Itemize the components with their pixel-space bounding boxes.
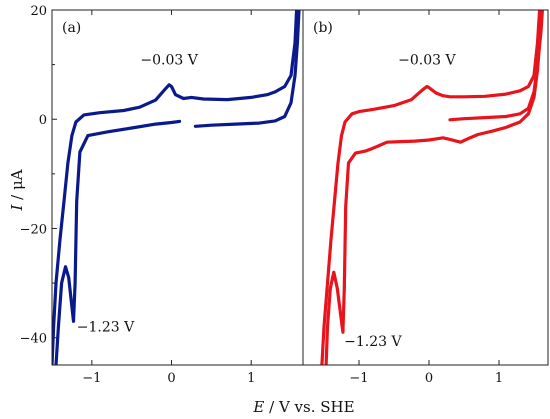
panel-label-b: (b)	[313, 20, 333, 36]
x-axis-title-variable: E	[252, 398, 264, 416]
y-tick-label: −40	[20, 332, 47, 347]
curve-group-b	[320, 10, 544, 365]
cv-curve-segment-a-0	[193, 10, 301, 128]
x-tick-label-b: 1	[495, 371, 503, 386]
y-axis-title-variable: I	[8, 204, 26, 212]
y-axis-title-unit: / μA	[8, 169, 26, 204]
y-tick-label: 0	[39, 113, 47, 128]
x-tick-label-a: 1	[247, 371, 255, 386]
peak-annotation-b-1: −1.23 V	[344, 334, 402, 350]
peak-annotation-a-1: −1.23 V	[77, 319, 135, 335]
peak-annotation-a-0: −0.03 V	[140, 52, 198, 68]
plot-border	[51, 9, 549, 366]
peak-annotation-b-0: −0.03 V	[398, 52, 456, 68]
x-tick-label-a: −1	[82, 371, 101, 386]
y-tick-label: 20	[30, 4, 47, 19]
y-tick-label: −20	[20, 222, 47, 237]
cv-curve-segment-b-2	[324, 10, 543, 365]
panel-label-a: (a)	[62, 20, 81, 36]
cv-curve-segment-b-1	[320, 10, 542, 365]
x-tick-label-a: 0	[167, 371, 175, 386]
curve-group-a	[52, 10, 301, 365]
cv-curve-segment-a-1	[52, 10, 299, 365]
x-tick-label-b: 0	[425, 371, 433, 386]
y-axis-title: I / μA	[8, 169, 26, 211]
panel-a: −1 0 1 20 0 −20 −40 (a) −0.03 V −1.23 V	[20, 4, 301, 386]
x-axis-title: E / V vs. SHE	[252, 398, 354, 416]
panel-b: −1 0 1 (b) −0.03 V −1.23 V	[313, 10, 544, 386]
x-axis-title-unit: / V vs. SHE	[264, 398, 354, 416]
cv-curve-segment-a-2	[54, 119, 182, 365]
x-tick-label-b: −1	[349, 371, 368, 386]
cv-curve-segment-b-0	[448, 10, 544, 122]
plot-frame	[51, 9, 549, 366]
